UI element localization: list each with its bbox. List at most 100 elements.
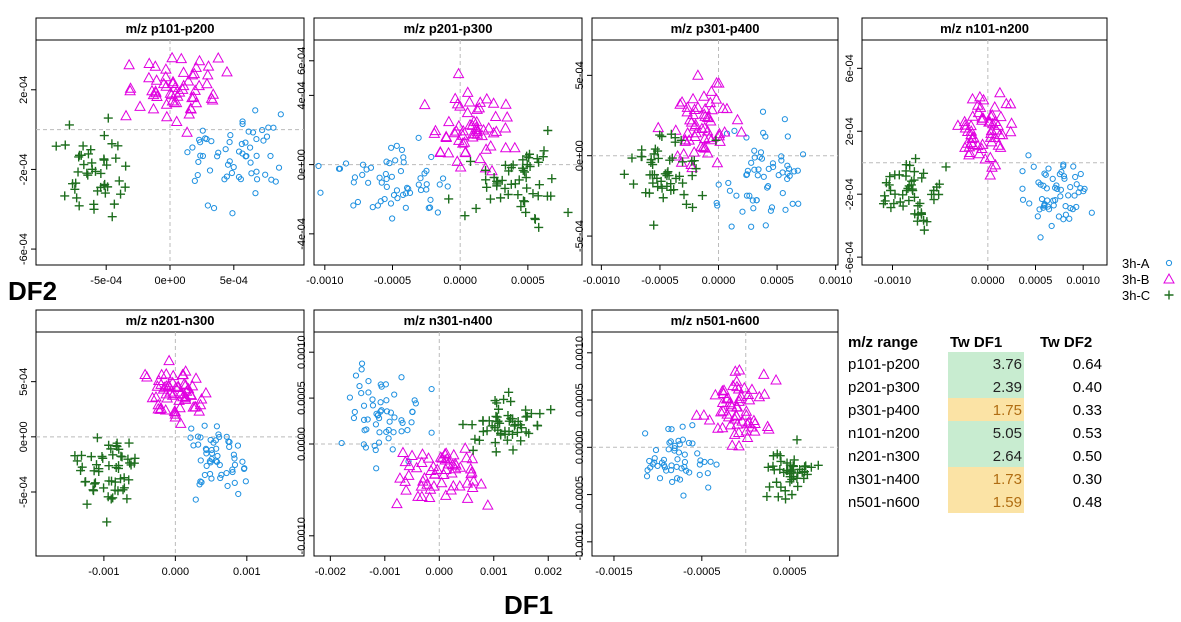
marker-triangle	[402, 469, 415, 480]
marker-plus	[648, 160, 658, 170]
marker-circle	[707, 458, 714, 465]
x-tick-label: -0.001	[369, 566, 400, 578]
marker-triangle	[652, 121, 665, 133]
x-tick-label: -0.002	[315, 566, 346, 578]
marker-plus	[465, 156, 475, 166]
marker-triangle	[679, 133, 692, 145]
marker-circle	[350, 179, 357, 186]
marker-circle	[253, 135, 260, 143]
marker-circle	[778, 157, 785, 164]
marker-triangle	[160, 98, 173, 109]
marker-circle	[1042, 171, 1049, 178]
marker-circle	[196, 481, 203, 488]
y-tick-label: 6e-04	[296, 47, 308, 75]
marker-circle	[795, 200, 802, 207]
marker-circle	[1044, 197, 1051, 204]
marker-plus	[691, 164, 701, 174]
marker-triangle	[690, 126, 703, 138]
y-tick-label: -0.0010	[296, 517, 308, 554]
marker-circle	[187, 434, 194, 441]
marker-circle	[389, 215, 396, 222]
marker-circle	[417, 175, 424, 182]
marker-plus	[909, 192, 919, 202]
marker-circle	[405, 458, 412, 465]
marker-plus	[117, 452, 127, 462]
marker-circle	[689, 440, 696, 447]
marker-triangle	[150, 74, 163, 85]
table-highlight	[948, 421, 1024, 444]
marker-triangle	[717, 404, 729, 416]
marker-triangle	[193, 79, 206, 91]
y-tick-label: 5e-04	[18, 368, 30, 396]
marker-circle	[1055, 213, 1063, 220]
marker-triangle	[753, 390, 766, 402]
marker-plus	[72, 193, 82, 203]
y-tick-label: 4e-04	[296, 81, 308, 109]
y-tick-label: -5e-04	[574, 220, 586, 252]
marker-circle	[393, 187, 401, 194]
marker-circle	[701, 458, 708, 466]
marker-circle	[400, 154, 407, 161]
marker-circle	[203, 450, 210, 457]
marker-circle	[358, 360, 366, 367]
marker-circle	[369, 402, 377, 409]
marker-circle	[224, 161, 232, 168]
marker-plus	[648, 178, 658, 188]
marker-circle	[1019, 196, 1027, 203]
series-3h-B	[418, 67, 521, 176]
marker-triangle	[460, 451, 473, 463]
scatter-panel: m/z n201-n300 -0.001 0.000 0.001 -5e-04 0e+00…	[18, 309, 305, 578]
marker-triangle	[124, 84, 136, 96]
marker-circle	[415, 134, 422, 141]
marker-triangle	[450, 459, 462, 470]
marker-circle	[704, 470, 711, 477]
marker-plus	[649, 220, 659, 230]
marker-triangle	[451, 155, 464, 166]
marker-triangle	[995, 110, 1007, 122]
series-3h-A	[187, 422, 249, 503]
marker-circle	[743, 171, 750, 179]
marker-triangle	[741, 431, 754, 443]
marker-circle	[1053, 182, 1060, 189]
marker-circle	[668, 426, 675, 433]
marker-circle	[671, 445, 678, 452]
marker-circle	[230, 451, 237, 458]
marker-plus	[60, 191, 70, 201]
marker-plus	[649, 170, 659, 180]
marker-circle	[696, 471, 703, 478]
marker-triangle	[501, 110, 514, 122]
marker-plus	[113, 463, 123, 473]
marker-triangle	[207, 88, 220, 99]
marker-circle	[423, 167, 430, 174]
marker-plus	[119, 483, 129, 493]
marker-triangle	[400, 484, 412, 495]
y-tick-label: -5e-04	[18, 476, 30, 508]
marker-triangle	[976, 138, 989, 149]
marker-triangle	[718, 126, 731, 137]
marker-plus	[482, 426, 492, 436]
marker-triangle	[143, 71, 155, 83]
x-tick-label: 0.001	[233, 566, 261, 578]
marker-plus	[765, 482, 775, 492]
marker-circle	[376, 174, 383, 181]
marker-plus	[124, 475, 134, 485]
marker-triangle	[717, 102, 729, 113]
marker-triangle	[391, 497, 403, 509]
panel-points	[642, 363, 823, 504]
marker-circle	[231, 479, 238, 486]
marker-circle	[382, 381, 389, 388]
table-header: Tw DF2	[1040, 334, 1092, 351]
series-3h-C	[70, 433, 140, 527]
marker-plus	[676, 135, 686, 145]
marker-triangle	[186, 68, 199, 80]
marker-triangle	[699, 110, 712, 121]
marker-circle	[673, 463, 680, 470]
marker-plus	[82, 499, 92, 509]
marker-circle	[360, 416, 368, 423]
marker-circle	[669, 478, 676, 486]
marker-plus	[538, 152, 548, 162]
marker-plus	[502, 435, 512, 445]
marker-circle	[398, 428, 405, 435]
marker-circle	[241, 465, 248, 472]
marker-circle	[383, 397, 390, 404]
